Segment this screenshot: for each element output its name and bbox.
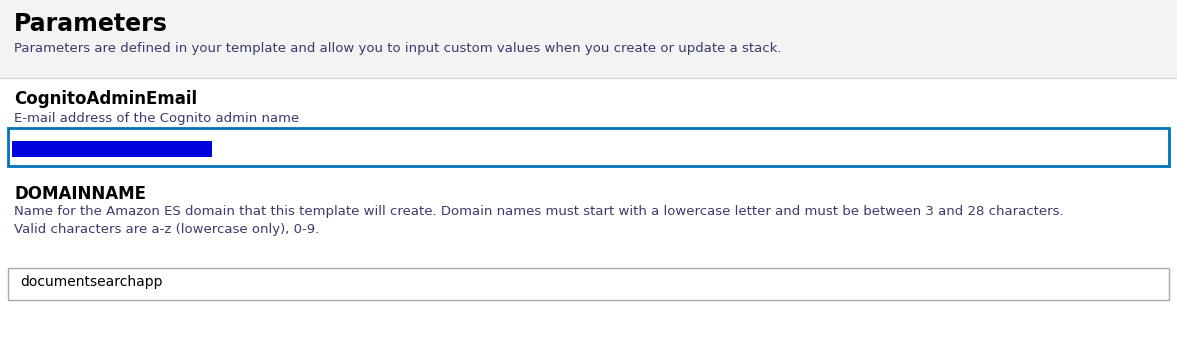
Text: Parameters: Parameters: [14, 12, 168, 36]
Text: Name for the Amazon ES domain that this template will create. Domain names must : Name for the Amazon ES domain that this …: [14, 205, 1064, 236]
FancyBboxPatch shape: [0, 0, 1177, 78]
Text: documentsearchapp: documentsearchapp: [20, 275, 162, 289]
FancyBboxPatch shape: [8, 268, 1169, 300]
Text: E-mail address of the Cognito admin name: E-mail address of the Cognito admin name: [14, 112, 299, 125]
FancyBboxPatch shape: [12, 141, 212, 157]
Text: CognitoAdminEmail: CognitoAdminEmail: [14, 90, 197, 108]
FancyBboxPatch shape: [0, 78, 1177, 352]
Text: Parameters are defined in your template and allow you to input custom values whe: Parameters are defined in your template …: [14, 42, 782, 55]
FancyBboxPatch shape: [8, 128, 1169, 166]
Text: DOMAINNAME: DOMAINNAME: [14, 185, 146, 203]
